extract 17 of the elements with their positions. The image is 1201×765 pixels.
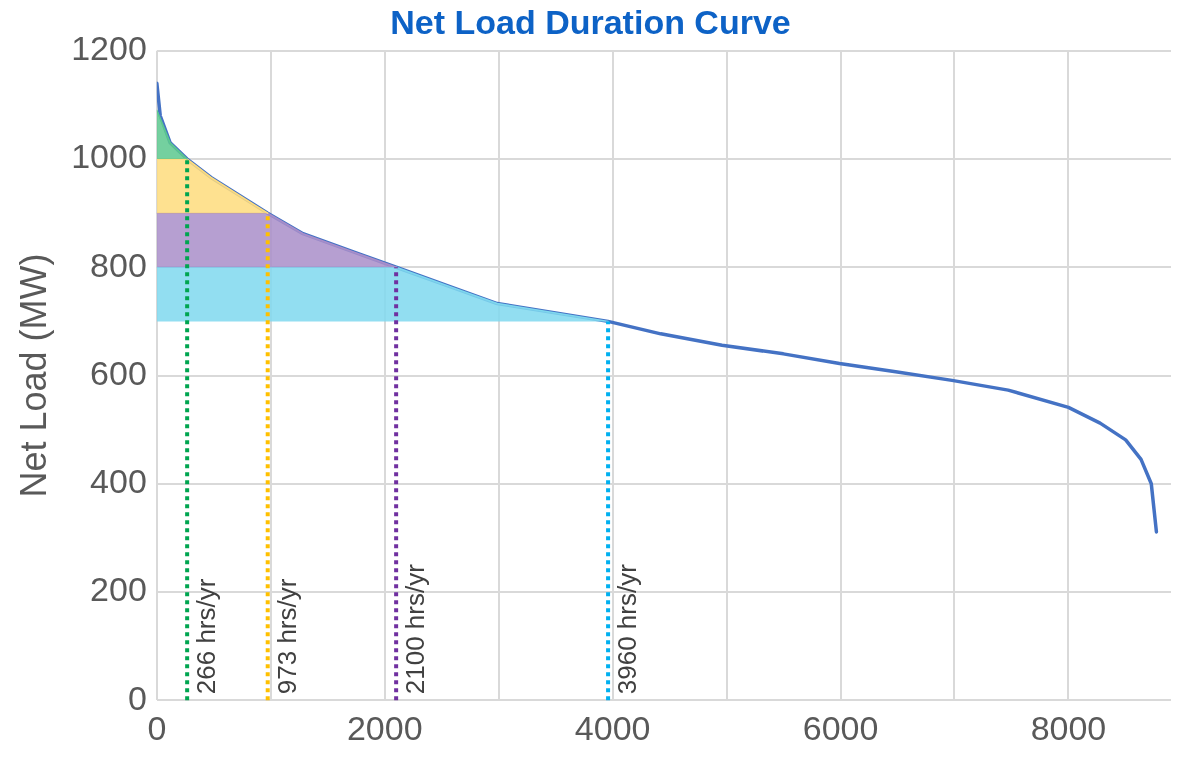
y-axis-title: Net Load (MW) [12, 253, 54, 498]
y-tick-label: 400 [90, 462, 147, 501]
x-tick-label: 6000 [802, 708, 879, 747]
y-tick-label: 1200 [71, 29, 147, 68]
ref-line-label: 266 hrs/yr [191, 578, 222, 695]
y-tick-label: 800 [90, 245, 147, 284]
x-tick-label: 4000 [574, 708, 651, 747]
x-tick-label: 8000 [1030, 708, 1107, 747]
ref-line-label: 3960 hrs/yr [612, 563, 643, 695]
y-tick-label: 600 [90, 353, 147, 392]
ref-line-label: 973 hrs/yr [271, 578, 302, 695]
y-tick-label: 200 [90, 570, 147, 609]
x-tick-label: 2000 [346, 708, 423, 747]
ref-line-label: 2100 hrs/yr [400, 563, 431, 695]
chart-title: Net Load Duration Curve [390, 2, 791, 41]
y-tick-label: 0 [127, 678, 147, 717]
y-tick-label: 1000 [71, 137, 147, 176]
